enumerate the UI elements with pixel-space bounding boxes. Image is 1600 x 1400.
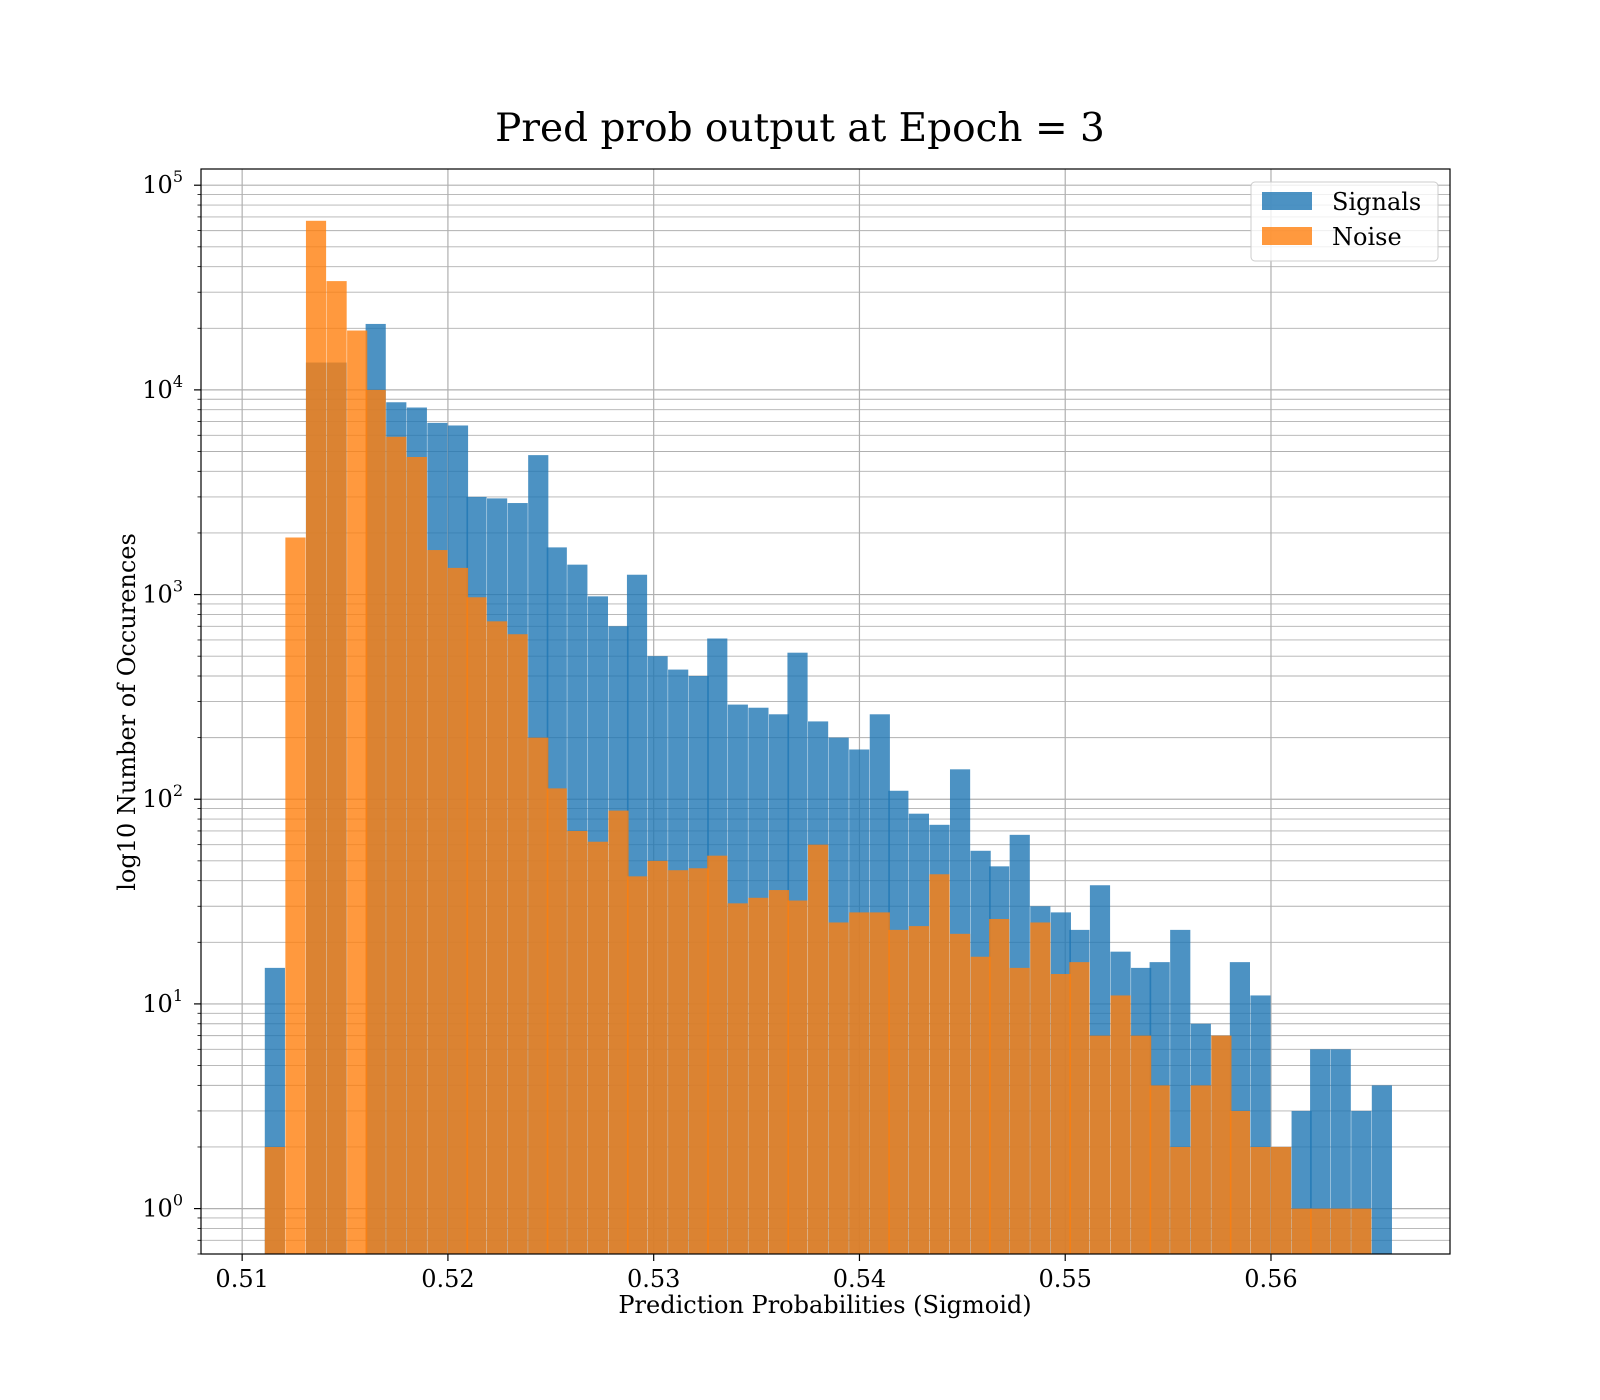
bar-noise xyxy=(487,621,508,1254)
bar-noise xyxy=(567,830,588,1254)
bar-noise xyxy=(507,634,528,1254)
legend-swatch-noise xyxy=(1262,227,1312,245)
bar-noise xyxy=(447,567,469,1254)
axis-ticks: 100 101 102 103 104 105 0.51 0.52 0.53 0.54 0.55 0.… xyxy=(142,167,1297,1293)
bar-noise xyxy=(707,855,728,1254)
bar-noise xyxy=(1229,1110,1250,1254)
bar-noise xyxy=(326,281,347,1254)
bar-noise xyxy=(647,860,668,1254)
series-noise xyxy=(264,220,1372,1254)
bar-noise xyxy=(1069,962,1090,1254)
bar-noise xyxy=(908,926,930,1254)
bar-noise xyxy=(1291,1208,1312,1254)
bar-noise xyxy=(285,537,306,1254)
legend-label-signals: Signals xyxy=(1332,188,1421,216)
bar-noise xyxy=(466,597,487,1254)
bar-noise xyxy=(427,550,448,1254)
x-tick-label: 0.54 xyxy=(833,1265,886,1293)
legend-swatch-signals xyxy=(1262,192,1312,210)
legend: Signals Noise xyxy=(1250,181,1439,262)
bar-noise xyxy=(1149,1085,1170,1254)
bar-noise xyxy=(668,870,689,1254)
bar-noise xyxy=(1110,995,1131,1254)
bar-noise xyxy=(1351,1208,1372,1254)
bar-noise xyxy=(989,918,1010,1254)
bar-noise xyxy=(626,876,648,1254)
y-axis-label: log10 Number of Occurences xyxy=(113,533,141,891)
bar-noise xyxy=(1050,974,1071,1254)
bar-noise xyxy=(587,841,609,1254)
bar-noise xyxy=(406,456,427,1254)
bar-noise xyxy=(828,922,849,1254)
bar-noise xyxy=(808,844,829,1254)
bar-noise xyxy=(1030,922,1051,1254)
bar-noise xyxy=(365,389,386,1254)
bar-noise xyxy=(1190,1085,1211,1254)
x-axis-label: Prediction Probabilities (Sigmoid) xyxy=(618,1291,1031,1319)
bar-noise xyxy=(1211,1035,1232,1254)
y-tick-label: 102 xyxy=(142,781,183,813)
x-tick-label: 0.52 xyxy=(421,1265,474,1293)
bar-noise xyxy=(1330,1208,1351,1254)
x-tick-label: 0.53 xyxy=(627,1265,680,1293)
bar-noise xyxy=(608,810,629,1254)
bar-noise xyxy=(869,912,890,1254)
bar-noise xyxy=(727,903,748,1254)
y-tick-label: 103 xyxy=(142,577,183,609)
x-tick-label: 0.56 xyxy=(1244,1265,1297,1293)
bar-noise xyxy=(528,737,549,1254)
bar-noise xyxy=(949,933,971,1254)
plot-frame xyxy=(200,168,1451,1255)
bar-noise xyxy=(768,890,790,1254)
bar-signals xyxy=(1371,1085,1392,1254)
bar-noise xyxy=(1310,1208,1331,1254)
bar-noise xyxy=(748,897,769,1254)
y-tick-label: 105 xyxy=(142,167,183,199)
x-tick-label: 0.51 xyxy=(215,1265,268,1293)
bar-noise xyxy=(1089,1035,1111,1254)
y-tick-label: 101 xyxy=(142,986,183,1018)
bar-signals xyxy=(1330,1049,1351,1254)
y-tick-label: 100 xyxy=(142,1191,183,1223)
chart-title: Pred prob output at Epoch = 3 xyxy=(495,106,1105,151)
bar-noise xyxy=(305,220,327,1254)
bar-noise xyxy=(1131,1035,1152,1254)
bar-noise xyxy=(1250,1146,1271,1254)
bar-noise xyxy=(970,956,991,1254)
bar-signals xyxy=(1310,1049,1331,1254)
bar-noise xyxy=(386,436,407,1254)
bar-noise xyxy=(546,788,567,1254)
bar-noise xyxy=(929,874,950,1254)
bar-noise xyxy=(888,929,909,1254)
bar-noise xyxy=(347,330,368,1254)
bar-noise xyxy=(264,1146,285,1254)
bar-noise xyxy=(688,868,709,1254)
x-tick-label: 0.55 xyxy=(1038,1265,1091,1293)
y-tick-label: 104 xyxy=(142,372,183,404)
bar-noise xyxy=(1270,1146,1292,1254)
bars xyxy=(264,220,1392,1255)
bar-noise xyxy=(1170,1146,1191,1254)
bar-noise xyxy=(787,900,808,1254)
legend-label-noise: Noise xyxy=(1332,223,1402,251)
bar-noise xyxy=(849,912,870,1254)
bar-noise xyxy=(1009,967,1030,1254)
